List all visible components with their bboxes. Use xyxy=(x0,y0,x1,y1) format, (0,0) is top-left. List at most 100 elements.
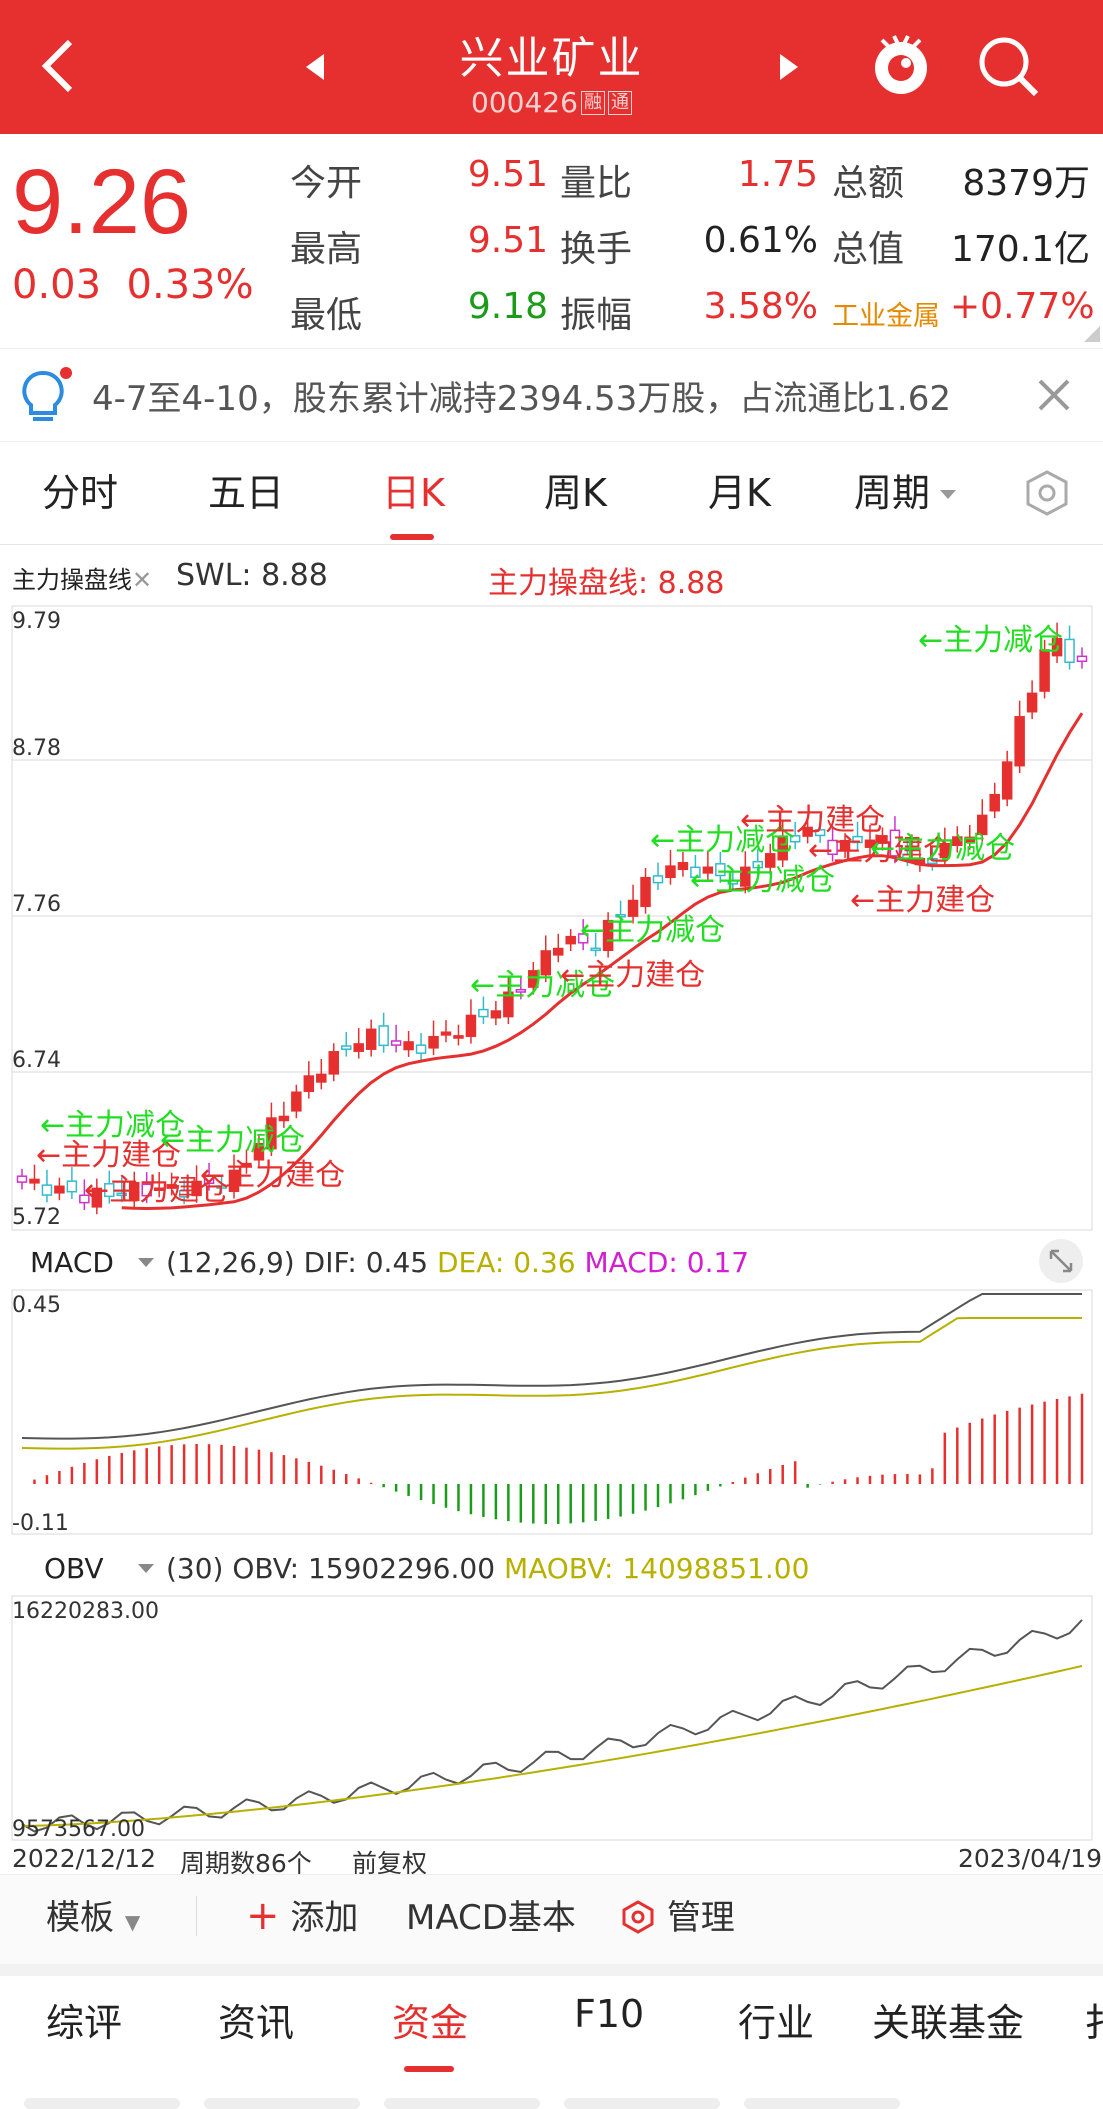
high-value: 9.51 xyxy=(467,220,548,261)
stock-name: 兴业矿业 xyxy=(459,33,644,84)
tab-weekly-k[interactable]: 周K xyxy=(544,471,607,515)
macd-basic-button[interactable]: MACD基本 xyxy=(406,1898,576,1938)
candle-body xyxy=(54,1185,65,1194)
industry-change: +0.77% xyxy=(950,286,1095,327)
candle-body xyxy=(203,1175,215,1185)
candle-body xyxy=(590,947,601,952)
amplitude-value: 3.58% xyxy=(703,286,818,327)
obv-y-top: 16220283.00 xyxy=(12,1599,159,1624)
candle-body xyxy=(178,1189,190,1198)
nav-news[interactable]: 资讯 xyxy=(218,2001,295,2045)
nav-f10[interactable]: F10 xyxy=(574,1992,645,2036)
expand-icon[interactable] xyxy=(1038,1238,1084,1284)
amplitude-label: 振幅 xyxy=(560,295,633,336)
close-icon[interactable] xyxy=(1034,375,1074,415)
obv-name[interactable]: OBV xyxy=(44,1552,104,1585)
settings-hexagon-icon[interactable] xyxy=(1022,468,1072,518)
turnover-rate-label: 换手 xyxy=(560,229,633,270)
kline-grid xyxy=(11,605,1093,1231)
candle-body xyxy=(1014,716,1025,767)
sub-tab-pill[interactable] xyxy=(564,2098,720,2109)
sub-tab-pill[interactable] xyxy=(24,2098,180,2109)
sub-tab-pill[interactable] xyxy=(204,2098,360,2109)
candle-body xyxy=(29,1178,40,1184)
candle-body xyxy=(640,876,651,908)
macd-chart[interactable]: 0.45 -0.11 xyxy=(0,1288,1103,1536)
candle-body xyxy=(440,1031,452,1036)
candle-body xyxy=(403,1041,414,1051)
candle-body xyxy=(702,866,714,874)
candle-body xyxy=(453,1035,464,1039)
sub-tab-pill[interactable] xyxy=(744,2098,900,2109)
industry-link[interactable]: 工业金属 xyxy=(832,301,940,332)
low-value: 9.18 xyxy=(467,286,548,327)
signal-annotation: ←主力减仓 xyxy=(580,913,725,948)
macd-name[interactable]: MACD xyxy=(30,1246,114,1279)
y-tick-2: 8.78 xyxy=(12,736,61,761)
nav-overview[interactable]: 综评 xyxy=(46,2001,123,2045)
nav-related-funds[interactable]: 关联基金 xyxy=(872,2001,1025,2045)
obv-chart[interactable]: 16220283.00 9573567.00 xyxy=(0,1594,1103,1842)
mascot-icon[interactable] xyxy=(868,28,934,100)
tab-daily-k[interactable]: 日K xyxy=(382,471,445,515)
candle-body xyxy=(552,947,564,956)
candle-body xyxy=(690,866,701,878)
candle-body xyxy=(952,836,963,846)
change-value: 0.03 xyxy=(12,262,102,308)
margin-tag: 融 xyxy=(580,91,605,115)
template-button[interactable]: 模板 ▼ xyxy=(46,1890,140,1939)
tab-period[interactable]: 周期 xyxy=(854,471,931,515)
candle-body xyxy=(328,1051,340,1075)
chevron-down-icon[interactable] xyxy=(136,1256,156,1270)
top-bar: 兴业矿业 000426 融通 xyxy=(0,0,1103,134)
candle-body xyxy=(740,866,751,887)
candle-body xyxy=(528,970,539,988)
prev-stock-icon[interactable] xyxy=(300,50,330,84)
add-button[interactable]: + 添加 xyxy=(246,1890,358,1939)
tab-monthly-k[interactable]: 月K xyxy=(708,471,771,515)
signal-annotation: ←主力减仓 xyxy=(40,1108,185,1143)
y-tick-4: 6.74 xyxy=(12,1048,61,1073)
candle-body xyxy=(764,853,776,868)
obv-params: (30) OBV: 15902296.00 MAOBV: 14098851.00 xyxy=(166,1552,809,1585)
kline-chart[interactable]: ←主力减仓←主力建仓←主力建仓←主力减仓←主力建仓←主力减仓←主力建仓←主力减仓… xyxy=(0,600,1103,1240)
nav-capital[interactable]: 资金 xyxy=(392,2001,469,2045)
signal-annotation: ←主力建仓 xyxy=(808,833,953,868)
candle-body xyxy=(415,1044,427,1054)
candle-body xyxy=(1001,761,1013,800)
tab-five-day[interactable]: 五日 xyxy=(208,471,285,515)
candle-body xyxy=(677,862,689,871)
candle-body xyxy=(91,1187,103,1208)
next-stock-icon[interactable] xyxy=(774,50,804,84)
nav-more[interactable]: 扌 xyxy=(1084,1992,1103,2047)
signal-annotation: ←主力建仓 xyxy=(36,1138,181,1173)
nav-industry[interactable]: 行业 xyxy=(738,2001,815,2045)
back-arrow-icon[interactable] xyxy=(38,36,78,96)
tab-intraday[interactable]: 分时 xyxy=(42,471,119,515)
candle-body xyxy=(104,1183,115,1198)
candle-body xyxy=(777,836,788,861)
indicator-close-icon[interactable]: ✕ xyxy=(132,566,153,594)
volume-ratio-value: 1.75 xyxy=(737,154,818,195)
adjust-mode[interactable]: 前复权 xyxy=(352,1849,428,1878)
candle-body xyxy=(727,879,739,885)
candle-body xyxy=(715,863,726,877)
news-notice[interactable]: 4-7至4-10，股东累计减持2394.53万股，占流通比1.62 xyxy=(0,348,1103,442)
search-icon[interactable] xyxy=(976,34,1042,100)
main-line-value: 主力操盘线: 8.88 xyxy=(488,566,725,601)
signal-annotation: ←主力减仓 xyxy=(470,968,615,1003)
candle-body xyxy=(153,1187,165,1191)
chevron-down-icon[interactable] xyxy=(136,1562,156,1576)
candle-body xyxy=(789,835,801,843)
indicator-selector[interactable]: 主力操盘线✕ xyxy=(12,560,152,595)
start-date: 2022/12/12 xyxy=(12,1844,157,1873)
manage-button[interactable]: 管理 xyxy=(620,1890,735,1939)
macd-params: (12,26,9) DIF: 0.45 DEA: 0.36 MACD: 0.17 xyxy=(166,1246,749,1279)
volume-ratio-label: 量比 xyxy=(560,163,633,204)
sub-tab-pill[interactable] xyxy=(384,2098,540,2109)
candle-body xyxy=(889,829,901,857)
open-label: 今开 xyxy=(290,163,363,204)
candle-body xyxy=(752,860,764,869)
candle-body xyxy=(428,1036,439,1049)
candle-body xyxy=(291,1091,302,1112)
